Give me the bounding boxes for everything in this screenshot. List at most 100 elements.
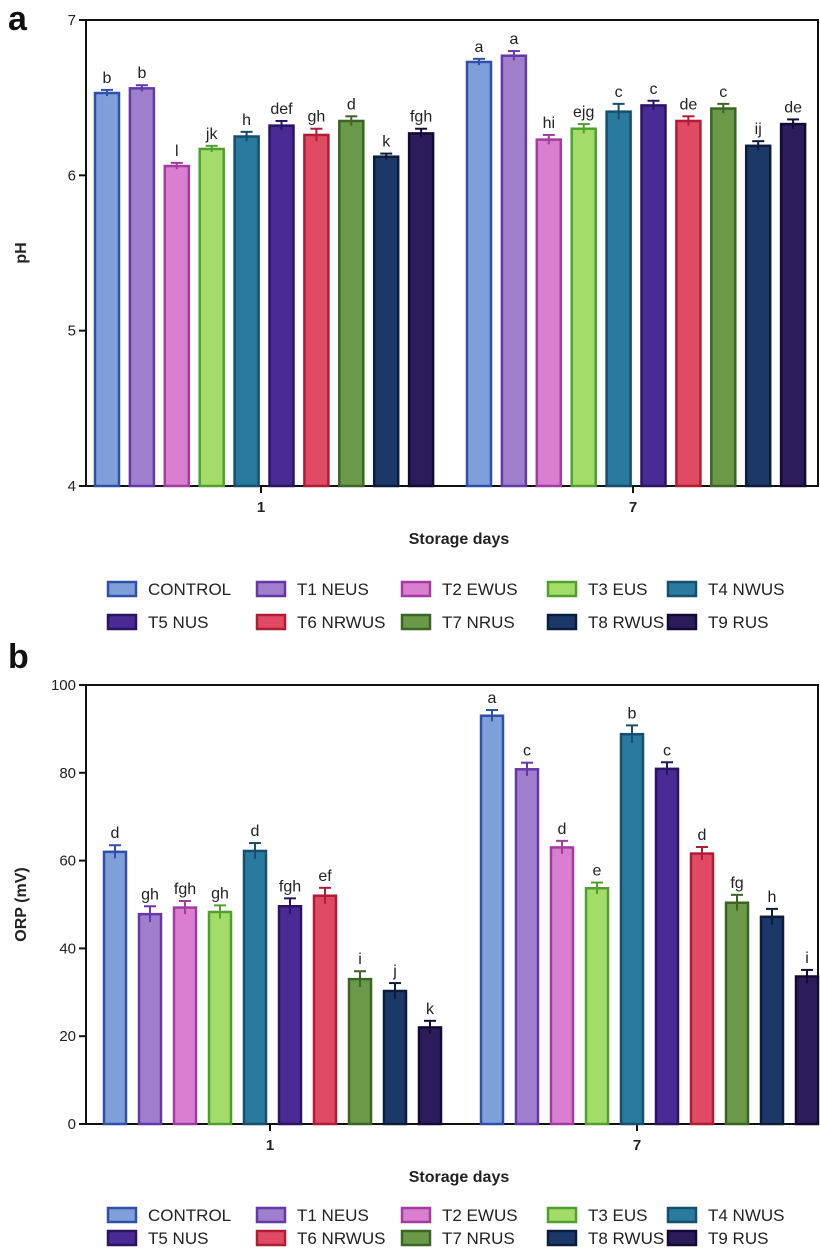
bar [744,144,772,488]
legend-label: T8 RWUS [588,1229,664,1248]
legend-swatch [666,1206,698,1224]
legend-swatch [546,1206,578,1224]
significance-letter: j [392,963,397,980]
y-tick-label: 4 [68,478,76,495]
legend-swatch [666,613,698,631]
legend-label: T3 EUS [588,580,648,599]
legend-label: T3 EUS [588,1206,648,1225]
plot-frame [85,19,819,487]
legend-swatch [400,613,432,631]
bar [347,977,373,1126]
bar [500,54,528,488]
legend-swatch [546,613,578,631]
bar [710,107,737,488]
legend-swatch [255,580,287,598]
significance-letter: de [680,96,698,113]
legend-swatch [546,580,578,598]
bar [479,714,505,1126]
legend-swatch [255,1229,287,1247]
bar [303,133,330,488]
legend-swatch [106,1206,138,1224]
y-tick-label: 7 [68,12,76,29]
significance-letter: d [558,821,567,838]
legend-label: T7 NRUS [442,613,515,632]
significance-letter: ejg [573,104,594,121]
significance-letter: i [805,950,809,967]
legend-item: T2 EWUS [400,580,518,599]
legend-label: T2 EWUS [442,580,518,599]
legend-label: T5 NUS [148,1229,208,1248]
legend-swatch [255,1206,287,1224]
legend-label: T1 NEUS [297,580,369,599]
legend-label: T9 RUS [708,1229,768,1248]
y-axis-label: pH [13,242,30,263]
bar [535,138,563,488]
bar [570,127,597,488]
significance-letter: d [698,827,707,844]
legend-item: T1 NEUS [255,580,369,599]
legend-item: CONTROL [106,580,231,599]
significance-letter: b [137,65,146,82]
legend-label: T4 NWUS [708,1206,785,1225]
legend-label: CONTROL [148,1206,231,1225]
significance-letter: b [628,705,637,722]
significance-letter: h [242,112,251,129]
significance-letter: l [175,143,179,160]
legend-swatch [106,613,138,631]
legend-label: T7 NRUS [442,1229,515,1248]
bar [372,155,400,488]
bar [605,110,632,488]
significance-letter: fg [730,875,743,892]
significance-letter: c [615,84,623,101]
significance-letter: fgh [410,109,432,126]
legend-label: CONTROL [148,580,231,599]
legend-swatch [400,1229,432,1247]
significance-letter: d [111,825,120,842]
bar [277,905,303,1126]
significance-letter: i [358,951,362,968]
legend-item: T8 RWUS [546,613,664,632]
bar [689,852,715,1126]
bar [584,887,610,1126]
significance-letter: c [663,742,671,759]
legend-label: T1 NEUS [297,1206,369,1225]
legend-label: T8 RWUS [588,613,664,632]
significance-letter: c [719,84,727,101]
bar [338,119,365,488]
legend-item: T9 RUS [666,1229,768,1248]
significance-letter: a [509,31,518,48]
legend-swatch [106,1229,138,1247]
bar [514,768,540,1126]
bar [654,767,680,1126]
significance-letter: a [488,690,497,707]
significance-letter: b [103,70,112,87]
significance-letter: c [523,743,531,760]
significance-letter: gh [308,109,326,126]
x-tick-label: 1 [257,499,265,516]
bar [724,901,750,1126]
y-tick-label: 100 [51,677,76,694]
significance-letter: k [426,1001,435,1018]
legend-item: T9 RUS [666,613,768,632]
significance-letter: gh [211,885,229,902]
legend-item: T6 NRWUS [255,613,385,632]
bar [619,732,645,1126]
chart-panel-a: a 4 5 6 7 1 7 Storage days pH b a b a l hi jk ejg h c def c g… [8,0,819,632]
plot-frame [85,684,819,1125]
bar [794,975,820,1126]
panel-label-a: a [8,0,28,38]
y-tick-label: 20 [59,1028,76,1045]
significance-letter: def [270,101,293,118]
bar [549,846,575,1126]
bar [779,122,807,488]
legend-item: T5 NUS [106,1229,208,1248]
x-tick-label: 7 [633,1137,641,1154]
x-axis-label: Storage days [409,531,510,548]
significance-letter: e [593,863,602,880]
bar [172,906,198,1126]
significance-letter: ef [318,868,332,885]
significance-letter: c [650,81,658,98]
legend-item: T4 NWUS [666,1206,785,1225]
panel-label-b: b [8,638,29,676]
